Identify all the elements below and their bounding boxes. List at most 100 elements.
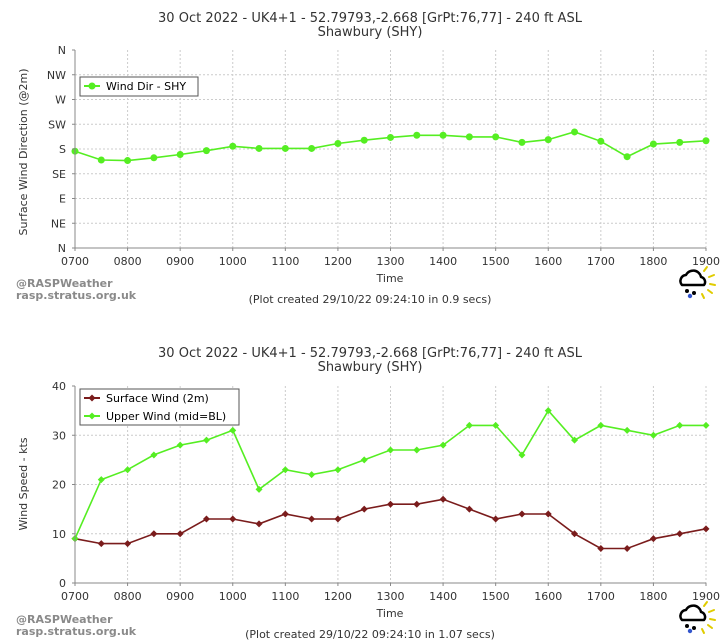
legend-label: Surface Wind (2m) <box>106 392 209 405</box>
data-point <box>702 421 710 429</box>
x-tick-label: 1500 <box>482 590 510 603</box>
credit-line-1: @RASPWeather <box>16 277 113 290</box>
y-tick-label: 30 <box>52 429 66 442</box>
data-point <box>255 144 263 152</box>
x-tick-label: 1200 <box>324 255 352 268</box>
legend: Surface Wind (2m) Upper Wind (mid=BL) <box>79 388 240 426</box>
data-point <box>97 540 105 548</box>
data-point <box>649 140 657 148</box>
x-tick-label: 1900 <box>692 255 720 268</box>
legend-label: Wind Dir - SHY <box>106 80 186 93</box>
chart-title: 30 Oct 2022 - UK4+1 - 52.79793,-2.668 [G… <box>158 11 583 26</box>
data-point <box>255 520 263 528</box>
x-tick-label: 1800 <box>639 255 667 268</box>
legend-swatch-marker <box>88 82 96 90</box>
x-tick-label: 1400 <box>429 590 457 603</box>
legend-swatch-marker <box>88 394 96 402</box>
x-tick-label: 1400 <box>429 255 457 268</box>
wind-direction-chart: 30 Oct 2022 - UK4+1 - 52.79793,-2.668 [G… <box>16 11 720 306</box>
data-point <box>124 157 132 165</box>
data-point <box>176 441 184 449</box>
x-tick-label: 1500 <box>482 255 510 268</box>
x-tick-label: 1600 <box>534 255 562 268</box>
data-point <box>492 421 500 429</box>
data-point <box>97 156 105 164</box>
y-tick-label: NE <box>51 217 66 230</box>
data-point <box>202 515 210 523</box>
data-point <box>465 505 473 513</box>
data-point <box>281 510 289 518</box>
x-tick-label: 1900 <box>692 590 720 603</box>
y-tick-label: S <box>59 143 66 156</box>
credit-line-2: rasp.stratus.org.uk <box>16 625 137 638</box>
series-layer <box>71 407 710 553</box>
data-point <box>150 451 158 459</box>
data-point <box>387 500 394 508</box>
data-point <box>413 446 421 454</box>
data-point <box>676 530 684 538</box>
y-tick-label: NW <box>47 69 66 82</box>
data-point <box>334 515 342 523</box>
cloud-rain-sun-icon <box>679 601 716 634</box>
data-point <box>597 545 605 553</box>
data-point <box>597 421 605 429</box>
data-point <box>308 144 316 152</box>
data-point <box>360 136 368 144</box>
x-tick-label: 1000 <box>219 590 247 603</box>
data-point <box>229 142 237 150</box>
x-tick-label: 1100 <box>271 255 299 268</box>
data-point <box>465 133 473 141</box>
y-axis-label: Wind Speed - kts <box>17 437 30 530</box>
data-point <box>413 500 421 508</box>
data-point <box>308 471 316 479</box>
y-tick-label: N <box>58 44 66 57</box>
data-point <box>97 476 105 484</box>
legend-swatch-marker <box>88 412 96 420</box>
data-point <box>229 426 237 434</box>
x-axis-label: Time <box>376 272 404 285</box>
plot-footnote: (Plot created 29/10/22 09:24:10 in 0.9 s… <box>249 293 492 306</box>
data-point <box>387 446 394 454</box>
data-point <box>676 421 684 429</box>
legend-box <box>79 76 199 97</box>
data-point <box>439 131 447 139</box>
y-tick-label: E <box>59 193 66 206</box>
x-ticks: 0700 0800 0900 1000 1100 1200 1300 1400 1500 1600… <box>61 583 720 603</box>
y-ticks: N NW W SW S SE E NE N <box>47 44 75 255</box>
chart-subtitle: Shawbury (SHY) <box>318 360 423 375</box>
data-point <box>649 431 657 439</box>
chart-title: 30 Oct 2022 - UK4+1 - 52.79793,-2.668 [G… <box>158 346 583 361</box>
data-point <box>360 505 368 513</box>
legend-box <box>79 388 240 426</box>
data-point <box>571 128 579 136</box>
data-point <box>124 540 132 548</box>
grid <box>75 50 707 248</box>
data-point <box>150 154 158 162</box>
wind-speed-chart: 30 Oct 2022 - UK4+1 - 52.79793,-2.668 [G… <box>16 346 720 641</box>
data-point <box>281 144 289 152</box>
data-point <box>465 421 473 429</box>
data-point <box>202 436 210 444</box>
series-layer <box>71 128 710 165</box>
x-tick-label: 1100 <box>271 590 299 603</box>
data-point <box>623 545 631 553</box>
x-tick-label: 1300 <box>377 255 405 268</box>
data-point <box>176 530 184 538</box>
data-point <box>623 426 631 434</box>
chart-subtitle: Shawbury (SHY) <box>318 25 423 40</box>
x-ticks: 0700 0800 0900 1000 1100 1200 1300 1400 1500 1600… <box>61 248 720 268</box>
credit-line-1: @RASPWeather <box>16 613 113 626</box>
data-point <box>387 133 394 141</box>
data-point <box>308 515 316 523</box>
x-tick-label: 1000 <box>219 255 247 268</box>
data-point <box>544 407 552 415</box>
data-point <box>571 436 579 444</box>
data-point <box>518 451 526 459</box>
data-point <box>702 137 710 145</box>
data-point <box>623 153 631 161</box>
data-point <box>334 466 342 474</box>
data-point <box>229 515 237 523</box>
x-tick-label: 1800 <box>639 590 667 603</box>
data-point <box>702 525 710 533</box>
